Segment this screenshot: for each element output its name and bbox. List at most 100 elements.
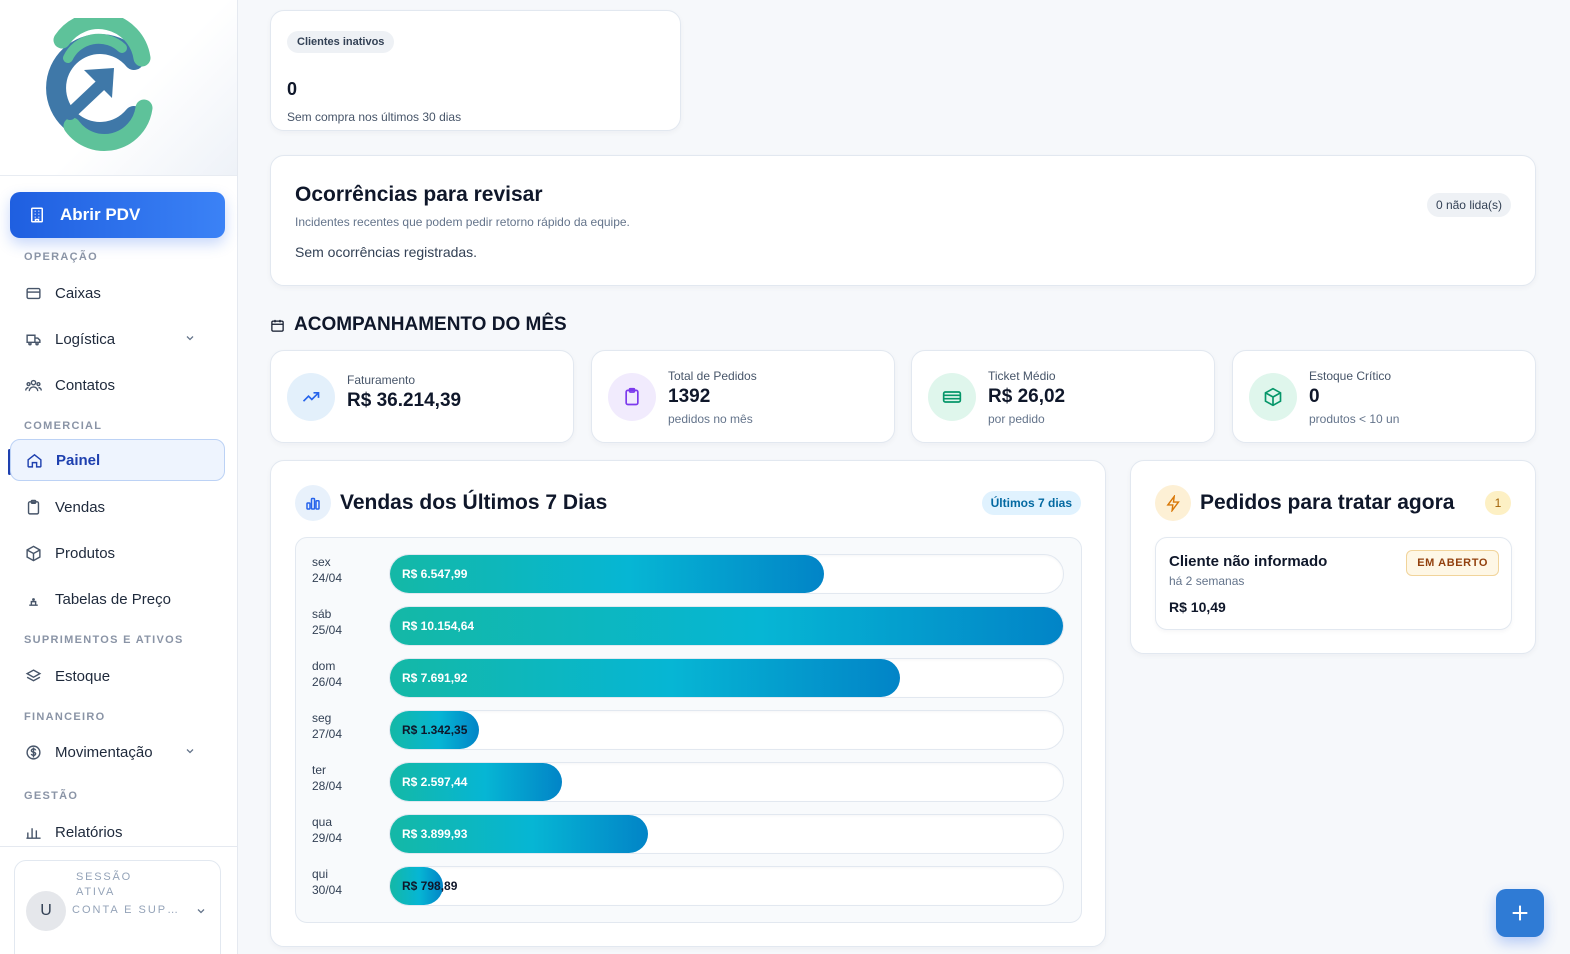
sidebar-item-label: Estoque bbox=[55, 667, 111, 685]
kpi-revenue-value: R$ 36.214,39 bbox=[347, 390, 462, 411]
bar-chart-icon bbox=[306, 497, 320, 510]
order-time: há 2 semanas bbox=[1169, 574, 1245, 588]
sidebar-item-tabelas-preco[interactable]: Tabelas de Preço bbox=[10, 578, 225, 620]
open-pdv-button[interactable]: Abrir PDV bbox=[10, 192, 225, 238]
section-label-comercial: COMERCIAL bbox=[24, 420, 103, 432]
open-pdv-label: Abrir PDV bbox=[60, 205, 141, 224]
bar-row: qua 29/04 R$ 3.899,93 bbox=[296, 814, 1083, 866]
sidebar-item-label: Vendas bbox=[55, 498, 106, 516]
occurrences-title: Ocorrências para revisar bbox=[295, 183, 543, 206]
sidebar-item-relatorios[interactable]: Relatórios bbox=[10, 811, 225, 853]
bar-weekday: qui bbox=[312, 867, 329, 881]
plus-icon bbox=[1512, 905, 1528, 921]
sidebar-item-vendas[interactable]: Vendas bbox=[10, 486, 225, 528]
order-value: R$ 10,49 bbox=[1169, 599, 1226, 615]
users-icon bbox=[25, 379, 42, 391]
bar-track: R$ 2.597,44 bbox=[389, 762, 1064, 802]
bar-track: R$ 6.547,99 bbox=[389, 554, 1064, 594]
kpi-ticket-value: R$ 26,02 bbox=[988, 386, 1066, 407]
bar-track: R$ 1.342,35 bbox=[389, 710, 1064, 750]
sidebar-item-movimentacao[interactable]: Movimentação bbox=[10, 731, 225, 773]
kpi-orders-value: 1392 bbox=[668, 386, 711, 407]
bar-day-label: ter 28/04 bbox=[312, 762, 342, 794]
occurrences-subtitle: Incidentes recentes que podem pedir reto… bbox=[295, 215, 630, 229]
bar-track: R$ 10.154,64 bbox=[389, 606, 1064, 646]
logo-area bbox=[0, 0, 237, 176]
kpi-revenue-card: Faturamento R$ 36.214,39 bbox=[270, 350, 574, 443]
price-tag-icon bbox=[29, 597, 38, 606]
bar-value-label: R$ 3.899,93 bbox=[402, 827, 468, 841]
section-label-financeiro: FINANCEIRO bbox=[24, 711, 106, 723]
sales-bar-chart: sex 24/04 R$ 6.547,99 sáb 25/04 R$ 10.154,64 d… bbox=[295, 537, 1082, 923]
building-icon bbox=[31, 207, 43, 223]
bar-fill bbox=[390, 659, 900, 697]
kpi-ticket-label: Ticket Médio bbox=[988, 369, 1056, 383]
bar-date: 25/04 bbox=[312, 623, 343, 637]
sidebar-item-contatos[interactable]: Contatos bbox=[10, 364, 225, 406]
sidebar: Abrir PDV OPERAÇÃO Caixas Logística Cont… bbox=[0, 0, 238, 954]
bar-fill bbox=[390, 607, 1063, 645]
bar-day-label: sex 24/04 bbox=[312, 554, 342, 586]
kpi-orders-card: Total de Pedidos 1392 pedidos no mês bbox=[591, 350, 895, 443]
sidebar-item-caixas[interactable]: Caixas bbox=[10, 272, 225, 314]
sidebar-item-estoque[interactable]: Estoque bbox=[10, 655, 225, 697]
sidebar-item-produtos[interactable]: Produtos bbox=[10, 532, 225, 574]
sidebar-item-logistica[interactable]: Logística bbox=[10, 318, 225, 360]
order-client: Cliente não informado bbox=[1169, 553, 1328, 570]
sales-icon-wrap bbox=[295, 485, 331, 521]
bar-fill bbox=[390, 867, 443, 905]
bar-date: 24/04 bbox=[312, 571, 343, 585]
bar-date: 30/04 bbox=[312, 883, 343, 897]
active-indicator bbox=[8, 449, 11, 475]
bar-day-label: seg 27/04 bbox=[312, 710, 342, 742]
clipboard-icon bbox=[625, 387, 639, 406]
kpi-orders-label: Total de Pedidos bbox=[668, 369, 757, 383]
brand-logo-icon[interactable] bbox=[22, 18, 157, 158]
clipboard-icon bbox=[27, 499, 40, 515]
truck-icon bbox=[26, 334, 41, 346]
bar-weekday: qua bbox=[312, 815, 333, 829]
kpi-stock-value: 0 bbox=[1309, 386, 1320, 407]
bar-row: sex 24/04 R$ 6.547,99 bbox=[296, 554, 1083, 606]
inactive-clients-label: Clientes inativos bbox=[287, 31, 395, 53]
kpi-orders-sub: pedidos no mês bbox=[668, 412, 753, 426]
kpi-stock-label: Estoque Crítico bbox=[1309, 369, 1392, 383]
kpi-ticket-icon-wrap bbox=[928, 373, 976, 421]
kpi-orders-icon-wrap bbox=[608, 373, 656, 421]
inactive-clients-value: 0 bbox=[287, 79, 298, 99]
sidebar-item-painel[interactable]: Painel bbox=[10, 439, 225, 481]
sidebar-item-label: Logística bbox=[55, 330, 116, 348]
bar-day-label: sáb 25/04 bbox=[312, 606, 342, 638]
wallet-icon bbox=[26, 287, 41, 299]
period-badge: Últimos 7 dias bbox=[981, 491, 1081, 515]
bar-value-label: R$ 6.547,99 bbox=[402, 567, 468, 581]
bar-value-label: R$ 2.597,44 bbox=[402, 775, 468, 789]
bar-fill bbox=[390, 555, 824, 593]
chevron-down-icon[interactable] bbox=[184, 332, 196, 344]
month-title-text: ACOMPANHAMENTO DO MÊS bbox=[294, 314, 567, 335]
bar-day-label: dom 26/04 bbox=[312, 658, 342, 690]
occurrences-card: Ocorrências para revisar Incidentes rece… bbox=[270, 155, 1536, 286]
unread-badge: 0 não lida(s) bbox=[1426, 193, 1511, 217]
bar-date: 28/04 bbox=[312, 779, 343, 793]
chevron-down-icon[interactable] bbox=[195, 905, 207, 917]
bar-weekday: sáb bbox=[312, 607, 332, 621]
orders-count-badge: 1 bbox=[1485, 491, 1511, 515]
kpi-revenue-icon-wrap bbox=[287, 373, 335, 421]
kpi-stock-icon-wrap bbox=[1249, 373, 1297, 421]
order-item[interactable]: Cliente não informado há 2 semanas R$ 10… bbox=[1155, 537, 1512, 630]
sidebar-item-label: Relatórios bbox=[55, 823, 123, 841]
avatar[interactable]: U bbox=[26, 891, 66, 931]
month-section-title: ACOMPANHAMENTO DO MÊS bbox=[270, 314, 567, 336]
occurrences-empty: Sem ocorrências registradas. bbox=[295, 244, 478, 260]
add-fab-button[interactable] bbox=[1496, 889, 1544, 937]
bar-date: 29/04 bbox=[312, 831, 343, 845]
session-label: SESSÃO ATIVA bbox=[76, 871, 133, 898]
section-label-gestao: GESTÃO bbox=[24, 790, 79, 802]
kpi-revenue-label: Faturamento bbox=[347, 373, 416, 387]
order-status-badge: EM ABERTO bbox=[1406, 550, 1499, 576]
chevron-down-icon[interactable] bbox=[184, 745, 196, 757]
lightning-icon bbox=[1165, 494, 1180, 512]
layers-icon bbox=[25, 668, 42, 682]
session-card[interactable]: U SESSÃO ATIVA CONTA E SUPORTE bbox=[14, 860, 221, 954]
